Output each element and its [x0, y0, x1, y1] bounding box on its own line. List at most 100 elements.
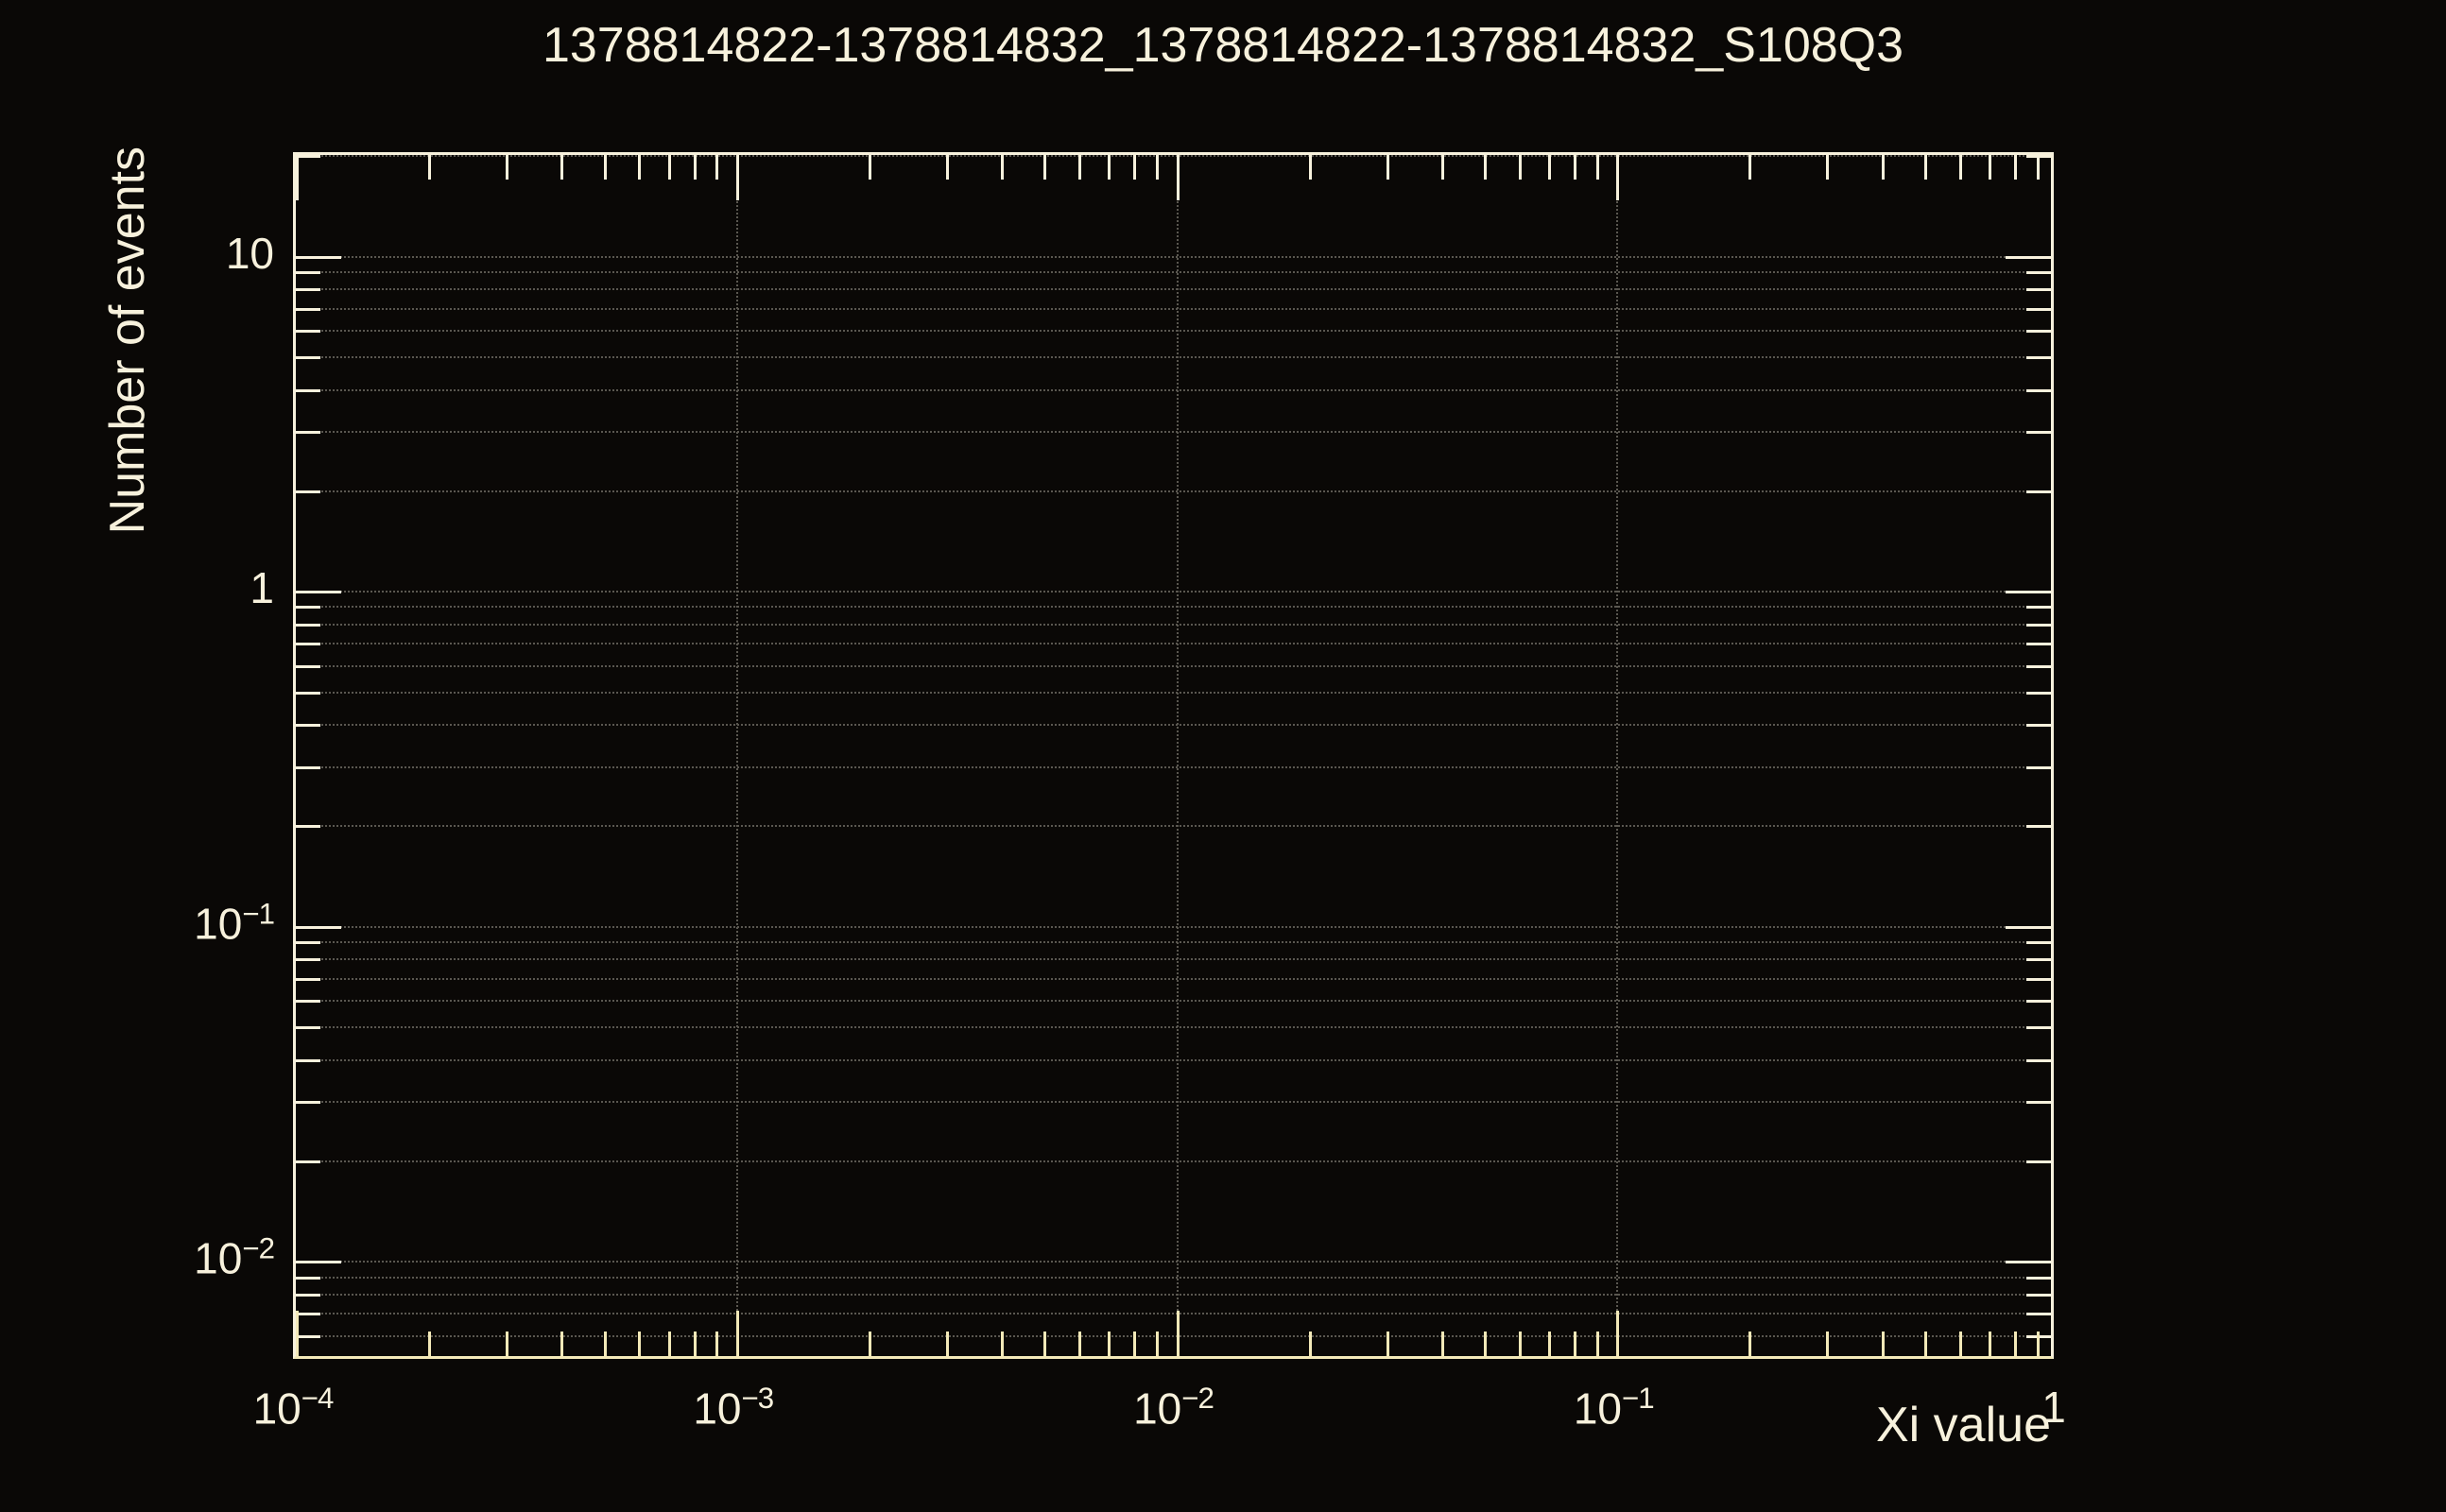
y-tick-major	[296, 255, 341, 259]
y-tick-minor	[296, 724, 320, 728]
y-tick-minor	[296, 330, 320, 334]
y-tick-minor	[296, 958, 320, 962]
grid-line-horizontal-minor	[296, 431, 2051, 434]
grid-line-horizontal-minor	[296, 825, 2051, 828]
grid-line-horizontal-minor	[296, 623, 2051, 626]
y-tick-label: 1	[250, 563, 274, 613]
grid-line-horizontal-minor	[296, 1313, 2051, 1315]
y-tick-right-minor	[2026, 288, 2051, 292]
x-tick-top-minor	[603, 155, 607, 180]
y-tick-major	[296, 591, 341, 594]
grid-line-horizontal-minor	[296, 643, 2051, 645]
x-tick-top-minor	[1923, 155, 1927, 180]
y-tick-minor	[296, 490, 320, 493]
y-tick-minor	[296, 1101, 320, 1105]
grid-line-horizontal-minor	[296, 270, 2051, 273]
x-tick-major	[1176, 1311, 1180, 1356]
y-tick-label: 10−2	[194, 1231, 275, 1283]
x-tick-top-minor	[1595, 155, 1599, 180]
grid-line-horizontal-minor	[296, 1058, 2051, 1061]
y-tick-right-minor	[2026, 388, 2051, 392]
y-tick-minor	[296, 643, 320, 646]
y-tick-minor	[296, 155, 320, 158]
y-tick-right-minor	[2026, 1276, 2051, 1280]
x-tick-minor	[1078, 1332, 1082, 1356]
grid-line-horizontal-minor	[296, 155, 2051, 157]
grid-line-horizontal-minor	[296, 1160, 2051, 1162]
grid-line-horizontal-minor	[296, 1293, 2051, 1296]
y-tick-minor	[296, 1160, 320, 1163]
x-tick-top-minor	[1748, 155, 1752, 180]
x-tick-top-minor	[1518, 155, 1522, 180]
y-tick-right-minor	[2026, 1313, 2051, 1316]
grid-line-horizontal-minor	[296, 288, 2051, 291]
x-tick-minor	[1881, 1332, 1885, 1356]
x-tick-minor	[1748, 1332, 1752, 1356]
x-tick-minor	[1574, 1332, 1577, 1356]
grid-line-horizontal-minor	[296, 490, 2051, 492]
grid-line-horizontal	[296, 591, 2051, 593]
x-tick-top-minor	[1156, 155, 1160, 180]
grid-line-horizontal-minor	[296, 765, 2051, 768]
y-tick-right-minor	[2026, 1160, 2051, 1163]
x-tick-minor	[560, 1332, 564, 1356]
x-tick-top-minor	[638, 155, 642, 180]
x-tick-top-minor	[428, 155, 432, 180]
x-tick-minor	[667, 1332, 671, 1356]
grid-line-horizontal-minor	[296, 724, 2051, 727]
y-tick-right-minor	[2026, 1026, 2051, 1030]
x-tick-top-minor	[1484, 155, 1488, 180]
y-tick-minor	[296, 606, 320, 610]
x-tick-top-minor	[2036, 155, 2040, 180]
y-tick-minor	[296, 765, 320, 769]
y-tick-label: 10	[225, 228, 274, 278]
x-tick-top-minor	[693, 155, 697, 180]
y-tick-right-minor	[2026, 724, 2051, 728]
y-tick-right-minor	[2026, 825, 2051, 829]
grid-line-horizontal-minor	[296, 664, 2051, 667]
y-tick-right-minor	[2026, 664, 2051, 668]
y-tick-minor	[296, 664, 320, 668]
x-tick-major	[1616, 1311, 1620, 1356]
x-tick-minor	[1308, 1332, 1312, 1356]
y-tick-right-minor	[2026, 643, 2051, 646]
y-tick-minor	[296, 388, 320, 392]
x-tick-minor	[945, 1332, 949, 1356]
grid-line-horizontal-minor	[296, 1026, 2051, 1029]
y-tick-minor	[296, 356, 320, 360]
x-tick-label: 10−2	[1133, 1382, 1214, 1434]
x-tick-minor	[1923, 1332, 1927, 1356]
grid-line-horizontal-minor	[296, 1000, 2051, 1003]
y-tick-right-minor	[2026, 1058, 2051, 1062]
y-tick-right-minor	[2026, 977, 2051, 981]
grid-line-horizontal-minor	[296, 1334, 2051, 1337]
x-tick-minor	[868, 1332, 871, 1356]
y-tick-minor	[296, 288, 320, 292]
x-tick-minor	[1440, 1332, 1444, 1356]
y-tick-minor	[296, 623, 320, 627]
grid-line-horizontal-minor	[296, 940, 2051, 943]
grid-line-horizontal-minor	[296, 1101, 2051, 1104]
x-tick-top-minor	[868, 155, 871, 180]
x-tick-label: 10−1	[1573, 1382, 1655, 1434]
y-tick-minor	[296, 1276, 320, 1280]
x-tick-top-minor	[1043, 155, 1047, 180]
x-tick-label: 1	[2041, 1383, 2066, 1432]
y-tick-right-minor	[2026, 606, 2051, 610]
grid-line-vertical	[1176, 155, 1179, 1356]
x-tick-minor	[1386, 1332, 1389, 1356]
x-tick-minor	[1001, 1332, 1005, 1356]
y-tick-minor	[296, 691, 320, 695]
y-tick-right-minor	[2026, 356, 2051, 360]
x-tick-top-minor	[667, 155, 671, 180]
x-tick-top-minor	[1001, 155, 1005, 180]
x-tick-top-minor	[1308, 155, 1312, 180]
grid-line-horizontal-minor	[296, 356, 2051, 359]
x-tick-top-major	[1616, 155, 1620, 200]
y-tick-minor	[296, 431, 320, 435]
x-tick-top-major	[1176, 155, 1180, 200]
grid-line-horizontal-minor	[296, 388, 2051, 391]
x-tick-top-minor	[945, 155, 949, 180]
x-tick-minor	[428, 1332, 432, 1356]
